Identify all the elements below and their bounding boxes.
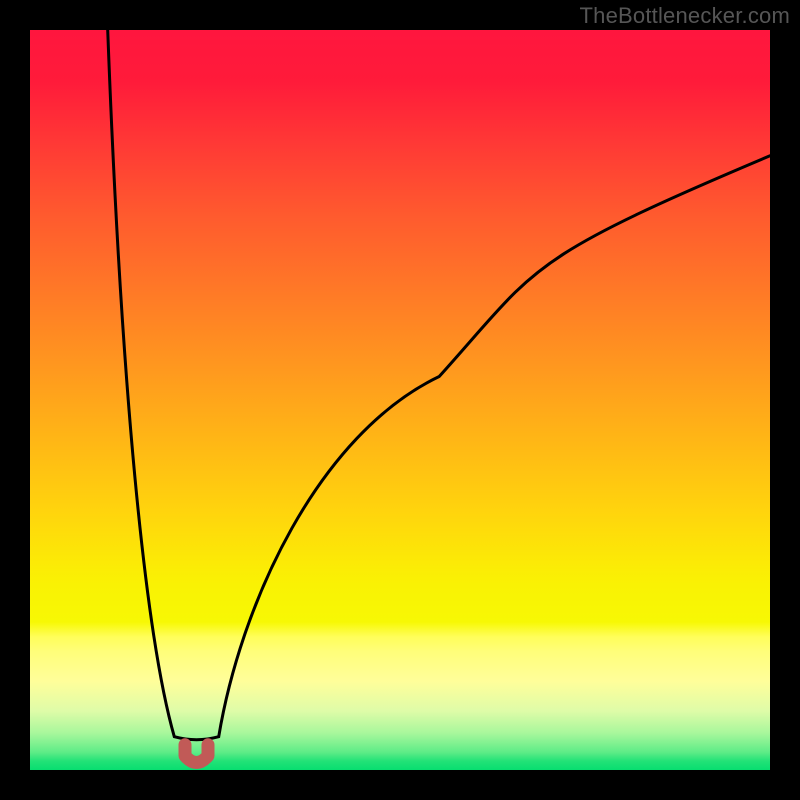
chart-container: TheBottlenecker.com (0, 0, 800, 800)
bottleneck-chart (0, 0, 800, 800)
watermark-text: TheBottlenecker.com (580, 3, 790, 29)
